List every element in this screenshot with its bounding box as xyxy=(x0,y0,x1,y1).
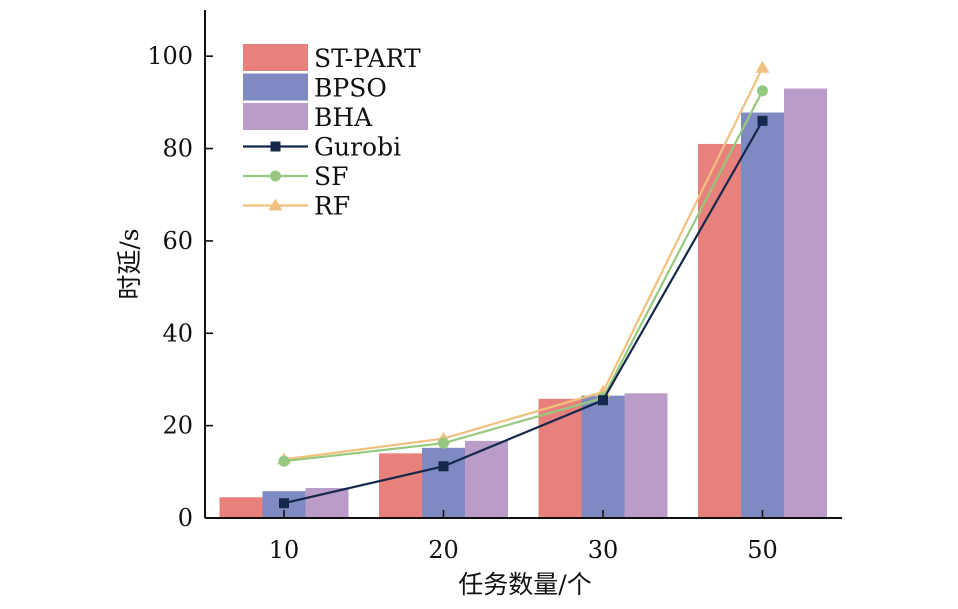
x-tick-label-30: 30 xyxy=(588,536,619,564)
y-tick-label-100: 100 xyxy=(147,42,193,70)
point-rf-50 xyxy=(755,60,770,73)
legend-swatch-bha xyxy=(243,103,308,130)
legend-marker-gurobi xyxy=(270,141,281,152)
lines-layer xyxy=(277,60,770,509)
point-gurobi-10 xyxy=(279,498,289,509)
point-gurobi-30 xyxy=(598,395,608,406)
bar-st-part-50 xyxy=(698,143,741,518)
bars-layer xyxy=(219,88,827,519)
point-gurobi-20 xyxy=(438,461,449,472)
bar-bha-30 xyxy=(624,393,668,518)
x-tick-label-10: 10 xyxy=(269,536,300,564)
legend-label-gurobi: Gurobi xyxy=(314,133,401,162)
point-sf-10 xyxy=(278,455,290,467)
legend-swatch-bpso xyxy=(243,73,308,101)
point-gurobi-50 xyxy=(757,115,768,126)
y-tick-label-20: 20 xyxy=(162,412,193,440)
legend-label-sf: SF xyxy=(314,162,348,191)
y-tick-label-80: 80 xyxy=(162,135,193,163)
legend-label-st-part: ST-PART xyxy=(314,44,421,73)
legend-label-rf: RF xyxy=(314,192,350,221)
bar-bpso-20 xyxy=(422,447,465,518)
point-sf-20 xyxy=(438,437,449,449)
y-tick-label-60: 60 xyxy=(162,227,193,255)
line-sf xyxy=(283,90,764,463)
bar-bpso-50 xyxy=(741,112,784,519)
legend-label-bpso: BPSO xyxy=(314,74,387,103)
legend-marker-sf xyxy=(270,170,281,182)
x-tick-label-50: 50 xyxy=(747,536,778,564)
line-rf xyxy=(283,67,764,461)
line-gurobi xyxy=(283,120,764,505)
y-tick-label-40: 40 xyxy=(162,319,193,347)
bar-st-part-10 xyxy=(219,497,263,518)
bar-bha-20 xyxy=(465,440,508,518)
y-tick-label-0: 0 xyxy=(178,504,193,532)
legend-marker-rf xyxy=(268,198,283,211)
bar-bpso-30 xyxy=(581,395,625,518)
axes-layer xyxy=(204,10,842,519)
x-axis-label: 任务数量/个 xyxy=(458,570,591,599)
point-sf-50 xyxy=(757,85,768,97)
bar-st-part-30 xyxy=(538,398,582,518)
x-tick-label-20: 20 xyxy=(428,536,459,564)
y-axis-label: 时延/s xyxy=(115,228,144,299)
legend-swatch-st-part xyxy=(243,44,308,71)
legend-label-bha: BHA xyxy=(314,103,373,132)
ticks-layer: 0 20 40 60 80 100 10 20 30 50 xyxy=(147,42,778,564)
bar-st-part-20 xyxy=(379,453,422,518)
bar-bha-50 xyxy=(784,88,827,518)
